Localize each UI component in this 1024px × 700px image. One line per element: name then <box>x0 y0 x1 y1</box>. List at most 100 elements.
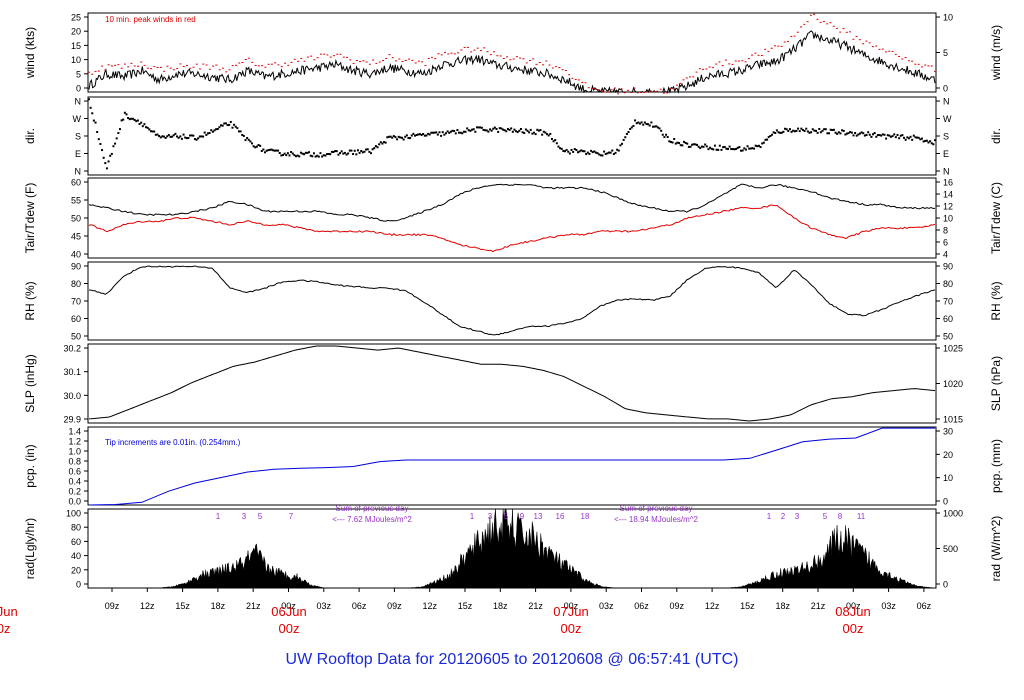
direction-point <box>653 125 656 128</box>
direction-point <box>717 148 720 151</box>
direction-point <box>930 142 933 145</box>
direction-point <box>252 145 255 148</box>
direction-point <box>475 126 478 129</box>
direction-point <box>117 132 120 135</box>
direction-point <box>744 148 747 151</box>
direction-point <box>306 151 309 154</box>
direction-point <box>440 134 443 137</box>
direction-point <box>702 145 705 148</box>
ylabel-right-dir: dir. <box>989 128 1003 144</box>
direction-point <box>622 138 625 141</box>
direction-point <box>523 132 526 135</box>
time-tick-label: 09z <box>105 601 120 611</box>
direction-point <box>598 153 601 156</box>
hour-marker: 1 <box>216 512 221 521</box>
daily-sum-line1: Sum of previous day <box>336 504 409 513</box>
direction-point <box>444 132 447 135</box>
time-tick-label: 12z <box>422 601 437 611</box>
direction-point <box>782 130 785 133</box>
left-tick-label: 80 <box>71 523 81 533</box>
direction-point <box>133 118 136 121</box>
direction-point <box>215 128 218 131</box>
direction-point <box>824 128 827 131</box>
direction-point <box>299 151 302 154</box>
direction-point <box>123 111 126 114</box>
direction-point <box>172 134 175 137</box>
left-tick-label: 30.0 <box>63 391 81 401</box>
direction-point <box>713 144 716 147</box>
direction-point <box>899 134 902 137</box>
left-tick-label: 20 <box>71 565 81 575</box>
direction-point <box>583 150 586 153</box>
right-tick-label: 70 <box>943 297 953 307</box>
direction-point <box>888 134 891 137</box>
panel-frame-slp <box>87 343 937 424</box>
radiation-area <box>89 508 936 589</box>
direction-point <box>784 127 787 130</box>
hour-marker: 3 <box>795 512 800 521</box>
direction-point <box>604 153 607 156</box>
direction-point <box>863 134 866 137</box>
left-tick-label: 25 <box>71 13 81 23</box>
direction-point <box>924 139 927 142</box>
direction-point <box>603 150 606 153</box>
direction-point <box>696 143 699 146</box>
direction-point <box>281 154 284 157</box>
direction-point <box>471 128 474 131</box>
direction-point <box>132 117 135 120</box>
direction-point <box>906 136 909 139</box>
left-tick-label: 0.0 <box>68 497 81 507</box>
direction-point <box>148 128 151 131</box>
direction-point <box>278 151 281 154</box>
direction-point <box>417 133 420 136</box>
direction-point <box>578 150 581 153</box>
precip-note: Tip increments are 0.01in. (0.254mm.) <box>105 438 241 447</box>
direction-point <box>723 145 726 148</box>
direction-point <box>389 135 392 138</box>
direction-point <box>303 153 306 156</box>
left-tick-label: 0.4 <box>68 477 81 487</box>
direction-point <box>343 151 346 154</box>
direction-point <box>316 154 319 157</box>
direction-point <box>464 130 467 133</box>
direction-point <box>329 153 332 156</box>
direction-point <box>433 131 436 134</box>
direction-point <box>149 130 152 133</box>
direction-point <box>441 131 444 134</box>
direction-point <box>722 146 725 149</box>
direction-point <box>692 143 695 146</box>
direction-point <box>342 152 345 155</box>
direction-point <box>171 135 174 138</box>
direction-point <box>643 121 646 124</box>
direction-point <box>337 153 340 156</box>
direction-point <box>865 133 868 136</box>
direction-point <box>766 138 769 141</box>
direction-point <box>184 136 187 139</box>
direction-point <box>573 148 576 151</box>
direction-point <box>397 135 400 138</box>
panel-frame-pcp <box>87 426 937 506</box>
direction-point <box>399 136 402 139</box>
direction-point <box>860 131 863 134</box>
direction-point <box>177 136 180 139</box>
direction-point <box>519 127 522 130</box>
direction-point <box>652 125 654 128</box>
direction-point <box>479 126 482 129</box>
left-tick-label: 40 <box>71 551 81 561</box>
time-tick-label: 15z <box>175 601 190 611</box>
right-tick-label: 80 <box>943 279 953 289</box>
direction-point <box>901 134 904 137</box>
direction-point <box>327 152 330 155</box>
direction-point <box>537 129 540 132</box>
direction-point <box>94 121 97 124</box>
direction-point <box>192 134 195 137</box>
ylabel-left-pcp: pcp. (in) <box>23 444 37 487</box>
direction-point <box>927 141 930 144</box>
direction-point <box>889 135 892 138</box>
direction-point <box>709 146 712 149</box>
direction-point <box>497 130 500 133</box>
direction-point <box>288 154 291 157</box>
direction-point <box>624 136 627 139</box>
direction-point <box>264 151 267 154</box>
